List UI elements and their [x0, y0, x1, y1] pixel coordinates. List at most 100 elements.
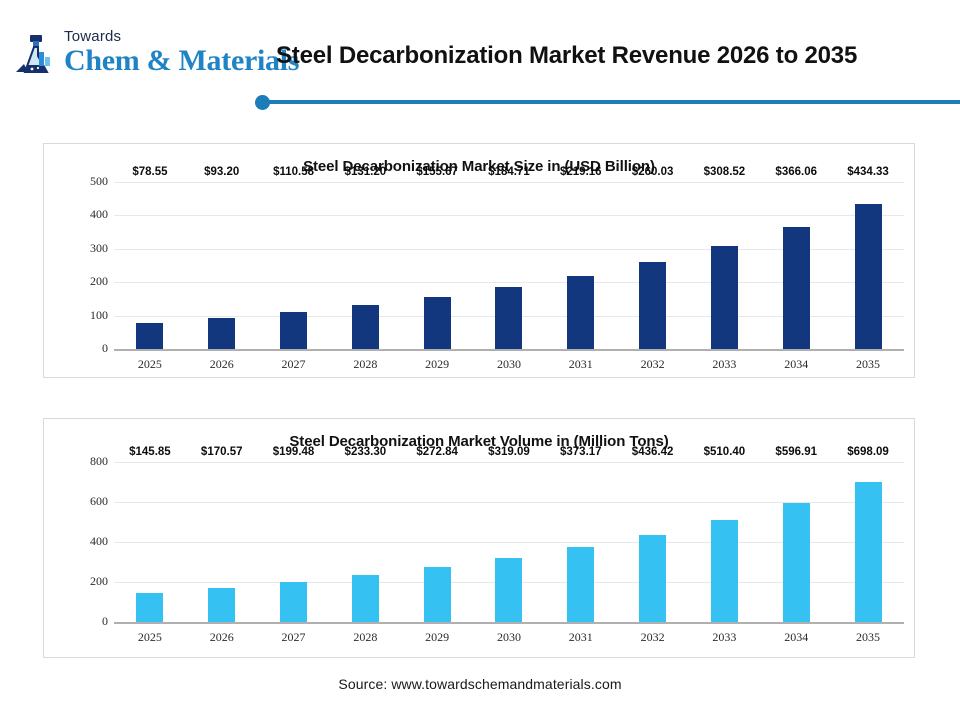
bar-column[interactable]: $260.03 — [617, 166, 689, 349]
gridline — [114, 248, 904, 250]
bar-size-2030[interactable]: $184.71 — [488, 166, 530, 349]
bar-size-2033[interactable]: $308.52 — [704, 166, 745, 349]
bar-size-2035[interactable]: $434.33 — [847, 166, 889, 349]
bar-column[interactable]: $308.52 — [689, 166, 761, 349]
x-axis-tick-volume-2025: 2025 — [137, 630, 162, 644]
x-axis-tick-size-2034: 2034 — [784, 357, 809, 371]
bar-column[interactable]: $596.91 — [760, 446, 832, 622]
bar-volume-2034[interactable]: $596.91 — [775, 446, 817, 622]
bar-value-label: $131.20 — [344, 166, 387, 178]
brand-logo: Towards Chem & Materials — [14, 28, 299, 80]
bar-value-label: $272.84 — [416, 446, 458, 458]
bar-column[interactable]: $110.58 — [258, 166, 330, 349]
bar-volume-2030[interactable]: $319.09 — [488, 446, 530, 622]
bar-column[interactable]: $698.09 — [832, 446, 904, 622]
x-axis-labels-volume: 2025 2026 2027 2028 2029 2030 2031 2032 2033 2034… — [114, 630, 904, 645]
plot-area-market-size: 0 100 200 300 400 500 $78.55 $93.20 $110.58 $131.… — [44, 144, 914, 377]
bar-column[interactable]: $184.71 — [473, 166, 545, 349]
y-axis-tick-size-500: 500 — [90, 174, 108, 188]
gridline — [114, 282, 904, 284]
bar-value-label: $233.30 — [344, 446, 387, 458]
bar-column[interactable]: $145.85 — [114, 446, 186, 622]
bar-size-2028[interactable]: $131.20 — [345, 166, 386, 349]
bar-value-label: $199.48 — [272, 446, 315, 458]
y-axis-tick-size-400: 400 — [90, 207, 108, 222]
divider-dot-icon — [255, 95, 270, 110]
bar-size-2029[interactable]: $155.67 — [416, 166, 458, 349]
y-axis-tick-size-200: 200 — [90, 274, 108, 289]
bar-value-label: $373.17 — [559, 446, 602, 458]
gridline — [114, 182, 904, 183]
bar-volume-2033[interactable]: $510.40 — [704, 446, 745, 622]
x-axis-tick-volume-2027: 2027 — [281, 630, 306, 644]
x-axis-tick-volume-2031: 2031 — [568, 630, 593, 644]
gridline — [114, 542, 904, 543]
bar-column[interactable]: $219.16 — [545, 166, 617, 349]
chart-title-market-volume: Steel Decarbonization Market Volume in (… — [289, 433, 669, 450]
x-axis-tick-volume-2033: 2033 — [712, 630, 737, 644]
bar-column[interactable]: $93.20 — [186, 166, 258, 349]
y-axis-tick-size-300: 300 — [90, 240, 108, 255]
bar-column[interactable]: $319.09 — [473, 446, 545, 622]
bar-value-label: $110.58 — [273, 166, 314, 178]
bar-column[interactable]: $78.55 — [114, 166, 186, 349]
bar-value-label: $184.71 — [488, 166, 530, 178]
y-axis-tick-volume-400: 400 — [90, 534, 108, 548]
bar-value-label: $596.91 — [775, 446, 818, 458]
x-axis-tick-size-2028: 2028 — [353, 357, 378, 371]
bar-value-label: $93.20 — [204, 166, 240, 178]
bar-column[interactable]: $233.30 — [329, 446, 401, 622]
x-axis-labels-size: 2025 2026 2027 2028 2029 2030 2031 2032 2033 2034… — [114, 357, 904, 372]
bar-column[interactable]: $436.42 — [617, 446, 689, 622]
bar-column[interactable]: $199.48 — [258, 446, 330, 622]
bar-value-label: $366.06 — [775, 166, 818, 178]
bar-volume-2027[interactable]: $199.48 — [273, 446, 314, 622]
page-title: Steel Decarbonization Market Revenue 202… — [276, 42, 858, 69]
bar-size-2034[interactable]: $366.06 — [775, 166, 817, 349]
bar-value-label: $319.09 — [488, 446, 530, 458]
bar-volume-2025[interactable]: $145.85 — [129, 446, 171, 622]
bar-volume-2026[interactable]: $170.57 — [201, 446, 243, 622]
bar-volume-2035[interactable]: $698.09 — [847, 446, 889, 622]
bar-value-label: $308.52 — [703, 166, 746, 178]
bar-size-2026[interactable]: $93.20 — [204, 166, 239, 349]
brand-line-towards: Towards — [64, 28, 122, 45]
plot-area-market-volume: 0 200 400 600 800 $145.85 $170.57 $199.48 $233.3… — [44, 419, 914, 657]
bar-size-2027[interactable]: $110.58 — [273, 166, 314, 349]
bar-value-label: $698.09 — [847, 446, 889, 458]
x-axis-tick-volume-2032: 2032 — [640, 630, 665, 644]
bar-volume-2032[interactable]: $436.42 — [632, 446, 673, 622]
source-note: Source: www.towardschemandmaterials.com — [338, 676, 622, 692]
bar-size-2031[interactable]: $219.16 — [560, 166, 602, 349]
bar-column[interactable]: $131.20 — [329, 166, 401, 349]
bar-column[interactable]: $155.67 — [401, 166, 473, 349]
y-axis-tick-volume-0: 0 — [102, 614, 108, 628]
bar-column[interactable]: $434.33 — [832, 166, 904, 349]
bar-volume-2031[interactable]: $373.17 — [560, 446, 602, 622]
bar-size-2032[interactable]: $260.03 — [632, 166, 673, 349]
bar-value-label: $510.40 — [703, 446, 746, 458]
gridline — [114, 215, 904, 217]
bar-size-2025[interactable]: $78.55 — [132, 166, 168, 349]
x-axis-tick-size-2031: 2031 — [568, 357, 593, 371]
x-axis-tick-size-2026: 2026 — [209, 357, 234, 371]
y-axis-tick-size-100: 100 — [90, 307, 108, 322]
bar-value-label: $78.55 — [132, 166, 168, 178]
y-axis-tick-size-0: 0 — [102, 341, 108, 355]
brand-wordmark: Towards Chem & Materials — [64, 28, 299, 77]
bar-column[interactable]: $366.06 — [760, 166, 832, 349]
x-axis-tick-size-2025: 2025 — [137, 357, 162, 371]
bar-volume-2029[interactable]: $272.84 — [416, 446, 458, 622]
x-axis-tick-size-2030: 2030 — [496, 357, 521, 371]
bar-column[interactable]: $272.84 — [401, 446, 473, 622]
bar-series-size: $78.55 $93.20 $110.58 $131.20 $155.67 $184.71… — [114, 166, 904, 349]
x-axis-tick-volume-2029: 2029 — [425, 630, 450, 644]
bar-volume-2028[interactable]: $233.30 — [345, 446, 386, 622]
bar-column[interactable]: $170.57 — [186, 446, 258, 622]
y-axis-tick-volume-600: 600 — [90, 494, 108, 508]
bar-column[interactable]: $373.17 — [545, 446, 617, 622]
bar-value-label: $170.57 — [200, 446, 243, 458]
bar-column[interactable]: $510.40 — [689, 446, 761, 622]
x-axis-tick-volume-2035: 2035 — [856, 630, 881, 644]
x-axis-tick-size-2029: 2029 — [425, 357, 450, 371]
